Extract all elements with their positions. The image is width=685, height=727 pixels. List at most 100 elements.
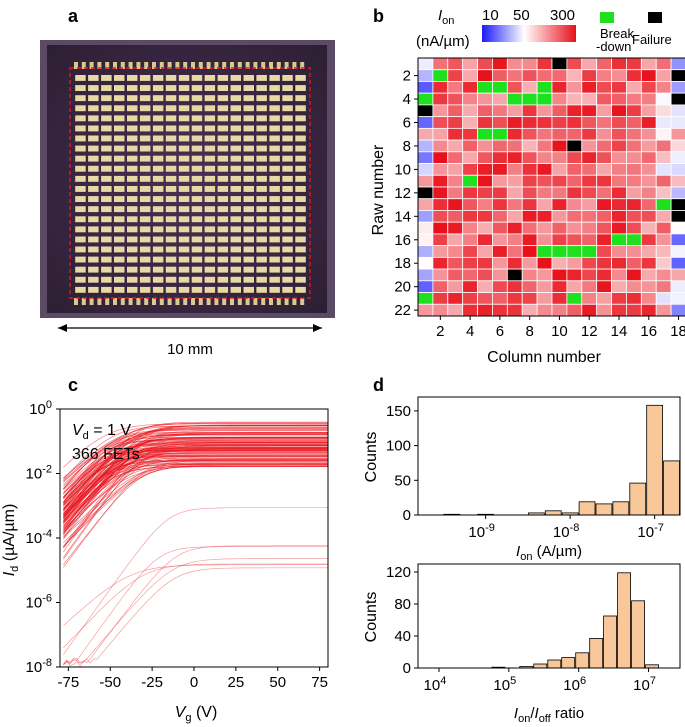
heatmap-cell [432,81,449,94]
y-tick-label: 2 [403,68,411,85]
electrode-pad [101,95,112,102]
histogram-bar [617,572,631,669]
electrode-pad [152,155,164,162]
heatmap-cell [477,303,493,317]
electrode-pad [178,155,190,162]
electrode-pad [256,95,267,102]
heatmap-cell [447,233,464,247]
electrode-pad [256,75,267,81]
transfer-curve [63,448,328,515]
heatmap-cell [596,186,612,200]
electrode-pad [191,266,203,273]
heatmap-cell [506,210,523,223]
electrode-pad [101,125,112,132]
lead-pad [183,62,188,69]
heatmap-cell [626,210,642,223]
electrode-pad [191,175,203,182]
heatmap-cell [626,81,642,94]
electrode-pad [88,286,99,293]
electrode-pad [165,236,177,243]
electrode-pad [217,276,229,283]
heatmap-cell [566,127,583,141]
heatmap-cell [506,268,523,282]
heatmap-cell [462,127,478,141]
electrode-pad [88,276,99,283]
lead-pad [284,62,289,69]
heatmap-cell [581,198,598,211]
electrode-pad [282,115,293,122]
x-tick-label: 6 [496,323,504,340]
electrode-pad [243,216,254,223]
heatmap-cell [596,174,612,188]
electrode-pad [191,256,203,263]
transfer-curve [63,437,328,517]
heatmap-cell [640,292,657,305]
annotation-fet-count: 366 FETs [72,446,140,463]
electrode-pad [269,256,280,263]
electrode-pad [152,276,164,283]
y-tick-label: 20 [394,279,411,296]
electrode-pad [204,226,216,233]
transfer-curve [63,464,328,544]
lead-pad [237,62,242,69]
lead-pad [230,62,234,69]
heatmap-cell [506,233,523,247]
panel-a: a 10 mm [40,6,335,358]
electrode-pad [217,125,229,132]
electrode-pad [217,135,229,142]
histogram-bar [578,501,596,516]
lead-pad [113,62,117,69]
heatmap-cell [506,221,523,235]
heatmap-cell [566,245,583,258]
heatmap-cell [596,163,612,176]
heatmap-cell [462,104,478,118]
x-tick-label: 105 [493,675,516,694]
electrode-pad [139,95,151,102]
electrode-pad [101,236,112,243]
electrode-pad [152,236,164,243]
ratio-histogram-x-label: Ion/Ioff ratio [514,705,584,725]
y-tick-label: 150 [386,403,411,420]
electrode-pad [243,196,254,202]
electrode-pad [178,246,190,253]
heatmap-cell [611,174,627,188]
heatmap-cell [611,256,627,270]
electrode-pad [282,226,293,233]
heatmap-cell [596,233,612,247]
electrode-pad [88,165,99,172]
heatmap-cell [670,221,685,235]
transfer-curve [63,439,328,486]
electrode-pad [165,216,177,223]
heatmap-cell [492,92,508,106]
electrode-pad [269,115,280,122]
electrode-pad [101,175,112,182]
electrode-pad [139,236,151,243]
electrode-pad [217,165,229,172]
heatmap-cell [536,57,553,71]
electrode-pad [243,206,254,213]
electrode-pad [204,145,216,152]
heatmap-cell [536,139,553,153]
heatmap-cell [611,280,627,293]
electrode-pad [243,226,254,233]
lead-pad [128,62,133,69]
lead-pad [276,298,281,305]
x-tick-label: 106 [563,675,586,694]
colorbar-title-var: Ion [438,7,454,27]
lead-pad [144,298,149,305]
heatmap-cell [417,280,434,293]
histogram-bar [631,600,645,669]
heatmap-cell [521,57,538,71]
electrode-pad [88,105,99,112]
electrode-pad [269,105,280,112]
electrode-pad [75,145,86,152]
heatmap-cell [506,92,523,106]
heatmap-cell [521,268,538,282]
electrode-pad [217,216,229,223]
electrode-pad [295,85,306,91]
electrode-pad [282,175,293,182]
histogram-bar [603,615,617,669]
electrode-pad [152,105,164,112]
annotation-vd: Vd = 1 V [72,422,131,442]
histogram-bar [575,652,590,669]
